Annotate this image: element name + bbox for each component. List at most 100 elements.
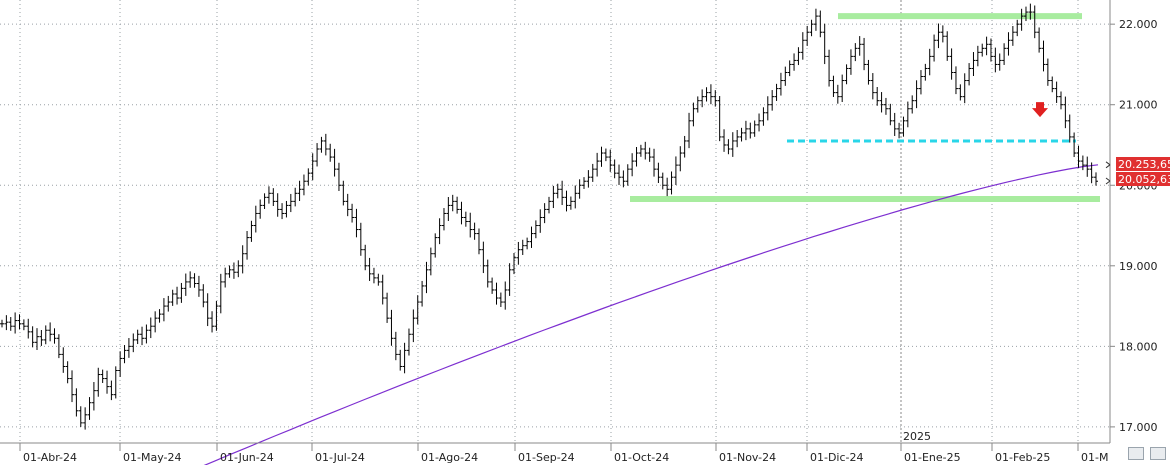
ohlc-bar [393,331,398,361]
ohlc-bar [494,282,499,305]
ohlc-bar [476,228,481,255]
ohlc-bar [8,317,13,331]
ohlc-bar [131,333,136,353]
ohlc-bar [818,10,823,38]
ohlc-bar [638,144,643,157]
ohlc-bar [796,47,801,66]
ohlc-bar [984,36,989,56]
ohlc-bar [336,162,341,191]
ohlc-bar [997,53,1002,71]
ohlc-bar [757,113,762,132]
ohlc-bar [385,292,390,323]
ohlc-bar [389,309,394,346]
ohlc-bar [708,84,713,105]
ohlc-bar [967,63,972,86]
ohlc-bar [787,60,792,77]
x-tick-label: 01-Feb-25 [995,451,1050,464]
ohlc-bar [1054,81,1059,103]
ohlc-bar [660,172,665,190]
ohlc-bar [258,199,263,219]
ohlc-bar [231,262,236,279]
ohlc-bar [323,133,328,156]
ohlc-bar [376,273,381,286]
ohlc-bar [490,277,495,294]
ohlc-bar [411,309,416,343]
ohlc-bar [1010,26,1015,46]
ohlc-bar [739,127,744,142]
ohlc-bar [687,112,692,149]
ohlc-bar [288,193,293,213]
ohlc-bar [367,257,372,281]
ohlc-bar [87,397,92,420]
ohlc-bar [748,122,753,139]
ohlc-bar [380,274,385,305]
x-tick-label: 01-Oct-24 [614,451,669,464]
ohlc-bar [669,171,674,195]
ohlc-bar [1041,40,1046,72]
ohlc-bar [560,180,565,206]
ohlc-bar [1085,156,1090,177]
plot-area [0,0,1110,443]
ohlc-bar [109,380,114,401]
ohlc-bar [245,231,250,260]
ohlc-bar [363,244,368,271]
ohlc-bar [625,164,630,186]
ohlc-bar [113,366,118,399]
ohlc-bar [866,59,871,85]
ohlc-bar [599,146,604,167]
scroll-button-icon[interactable] [1128,447,1144,460]
ohlc-bar [498,292,503,307]
x-tick-label: 01-M [1081,451,1108,464]
down-arrow-icon [1032,102,1048,118]
ohlc-bar [83,407,88,430]
ohlc-bar [962,73,967,104]
ohlc-bar [468,212,473,238]
ohlc-bar [682,135,687,158]
ohlc-bar [26,318,31,339]
ohlc-bar [210,311,215,333]
x-tick-label: 01-Ene-25 [904,451,961,464]
ohlc-bar [148,317,153,339]
ohlc-bar [586,170,591,188]
ohlc-bar [612,159,617,179]
ohlc-bar [153,311,158,333]
ohlc-bar [21,319,26,331]
ohlc-bar [1080,155,1085,171]
ohlc-bar [892,112,897,136]
ohlc-bar [188,271,193,288]
ohlc-bar [1072,132,1077,158]
ohlc-bar [805,25,810,46]
ohlc-bar [743,120,748,141]
ohlc-bar [617,164,622,185]
y-tick-label: 17.000 [1119,421,1158,434]
settings-button-icon[interactable] [1150,447,1166,460]
ohlc-bar [201,284,206,308]
ohlc-bar [652,148,657,177]
ohlc-bar [341,180,346,206]
ohlc-bar [822,23,827,65]
ohlc-bar [717,96,722,142]
ohlc-bar [297,180,302,201]
ohlc-bar [223,267,228,288]
ohlc-bar [179,282,184,303]
ohlc-bar [656,162,661,183]
ohlc-bar [61,347,66,373]
ohlc-bar [406,328,411,356]
ohlc-bar [958,84,963,101]
year-label: 2025 [903,430,931,443]
ohlc-bar [428,247,433,276]
ohlc-bar [122,345,127,364]
ohlc-bar [778,72,783,96]
ohlc-bar [56,334,61,359]
ohlc-bar [310,153,315,181]
ohlc-bar [577,179,582,199]
ohlc-bar [459,201,464,225]
ohlc-bar [901,116,906,137]
ohlc-bar [879,92,884,113]
ohlc-bar [52,328,57,344]
ohlc-bar [463,211,468,227]
ohlc-bar [13,312,18,334]
ohlc-bar [96,367,101,397]
ohlc-bar [809,19,814,37]
